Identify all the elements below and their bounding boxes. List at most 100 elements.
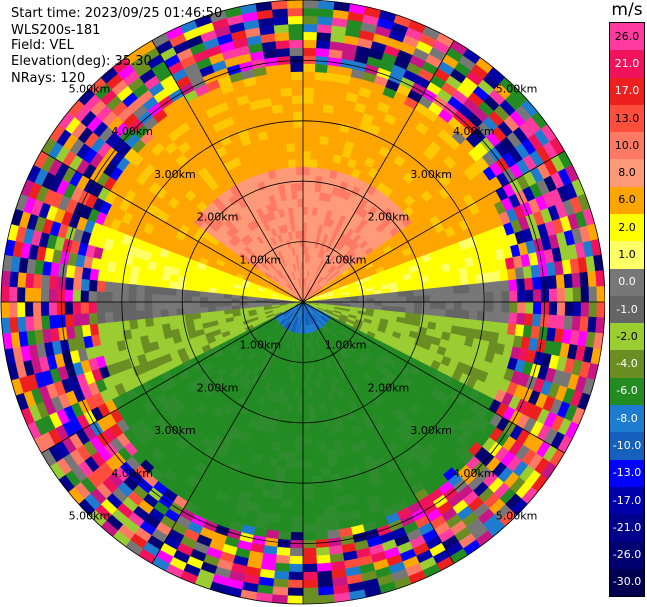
velocity-gate: [239, 304, 248, 309]
velocity-gate: [48, 301, 58, 316]
velocity-gate: [56, 314, 67, 328]
velocity-gate: [9, 316, 19, 333]
velocity-gate: [317, 8, 334, 18]
velocity-gate: [24, 287, 34, 303]
velocity-gate: [493, 291, 502, 303]
velocity-gate: [382, 297, 391, 303]
velocity-gate: [273, 570, 290, 580]
velocity-gate: [297, 198, 304, 207]
velocity-gate: [302, 547, 317, 557]
velocity-gate: [8, 301, 18, 318]
velocity-gate: [469, 301, 479, 312]
velocity-gate: [302, 7, 319, 17]
velocity-gate: [390, 301, 399, 308]
velocity-gate: [191, 307, 201, 314]
velocity-gate: [563, 315, 574, 331]
range-ring-label: 3.00km: [410, 168, 452, 181]
velocity-gate: [547, 314, 558, 329]
velocity-gate: [509, 301, 518, 314]
velocity-gate: [493, 301, 502, 313]
velocity-gate: [64, 313, 75, 328]
velocity-gate: [294, 134, 304, 144]
velocity-gate: [288, 428, 297, 438]
velocity-gate: [405, 301, 415, 309]
velocity-gate: [152, 316, 162, 326]
velocity-gate: [500, 312, 510, 324]
velocity-gate: [321, 112, 334, 122]
velocity-gate: [302, 563, 318, 573]
velocity-gate: [324, 505, 337, 516]
velocity-gate: [442, 270, 453, 280]
velocity-gate: [24, 301, 34, 317]
velocity-gate: [302, 460, 312, 470]
velocity-gate: [509, 290, 518, 303]
velocity-gate: [159, 308, 169, 318]
velocity-gate: [277, 538, 291, 549]
velocity-gate: [366, 298, 375, 303]
velocity-gate: [382, 301, 391, 307]
velocity-gate: [453, 293, 463, 303]
colorbar-tick-label: 10.0: [614, 138, 640, 152]
velocity-gate: [302, 158, 311, 168]
velocity-gate: [296, 404, 304, 414]
colorbar-tick-label: 8.0: [618, 166, 636, 180]
velocity-gate: [467, 319, 478, 330]
velocity-gate: [191, 301, 201, 309]
velocity-gate: [588, 286, 598, 303]
velocity-gate: [128, 283, 138, 294]
velocity-gate: [412, 283, 422, 291]
velocity-gate: [314, 530, 329, 541]
velocity-gate: [297, 389, 304, 398]
velocity-gate: [421, 295, 431, 303]
colorbar-tick-label: -2.0: [616, 329, 638, 343]
velocity-gate: [308, 190, 315, 200]
velocity-gate: [302, 166, 311, 176]
velocity-gate: [302, 206, 309, 215]
velocity-gate: [278, 523, 292, 533]
velocity-gate: [151, 293, 161, 303]
velocity-gate: [281, 167, 290, 177]
velocity-gate: [564, 301, 574, 317]
velocity-gate: [72, 289, 81, 303]
velocity-gate: [445, 285, 455, 295]
velocity-gate: [287, 158, 297, 168]
velocity-gate: [160, 315, 170, 325]
velocity-gate: [282, 111, 294, 121]
velocity-gate: [302, 412, 310, 422]
velocity-gate: [302, 539, 317, 549]
velocity-gate: [405, 295, 415, 303]
velocity-gate: [127, 301, 137, 312]
velocity-gate: [231, 298, 240, 303]
velocity-gate: [302, 571, 318, 581]
velocity-gate: [309, 166, 318, 176]
nrays-label: NRays: 120: [11, 71, 86, 86]
velocity-gate: [437, 294, 447, 303]
velocity-gate: [452, 285, 462, 295]
colorbar-tick-label: -6.0: [616, 384, 638, 398]
range-ring-label: 1.00km: [325, 339, 367, 352]
velocity-gate: [579, 271, 589, 288]
velocity-gate: [421, 301, 431, 309]
colorbar-title: m/s: [611, 0, 643, 20]
velocity-gate: [308, 404, 315, 414]
range-ring-label: 3.00km: [410, 424, 452, 437]
velocity-gate: [273, 24, 290, 34]
velocity-gate: [288, 23, 304, 33]
velocity-gate: [279, 443, 289, 453]
velocity-gate: [151, 285, 161, 295]
velocity-gate: [48, 275, 59, 290]
velocity-gate: [292, 492, 304, 501]
velocity-gate: [291, 198, 299, 208]
velocity-gate: [491, 270, 501, 283]
velocity-gate: [223, 301, 232, 307]
velocity-gate: [358, 295, 367, 300]
velocity-gate: [374, 297, 383, 303]
velocity-gate: [143, 293, 153, 303]
velocity-gate: [405, 307, 415, 314]
velocity-gate: [295, 436, 304, 446]
velocity-gate: [272, 16, 289, 26]
velocity-gate: [468, 310, 478, 321]
velocity-gate: [429, 287, 439, 296]
velocity-gate: [291, 508, 304, 517]
velocity-gate: [286, 595, 304, 605]
